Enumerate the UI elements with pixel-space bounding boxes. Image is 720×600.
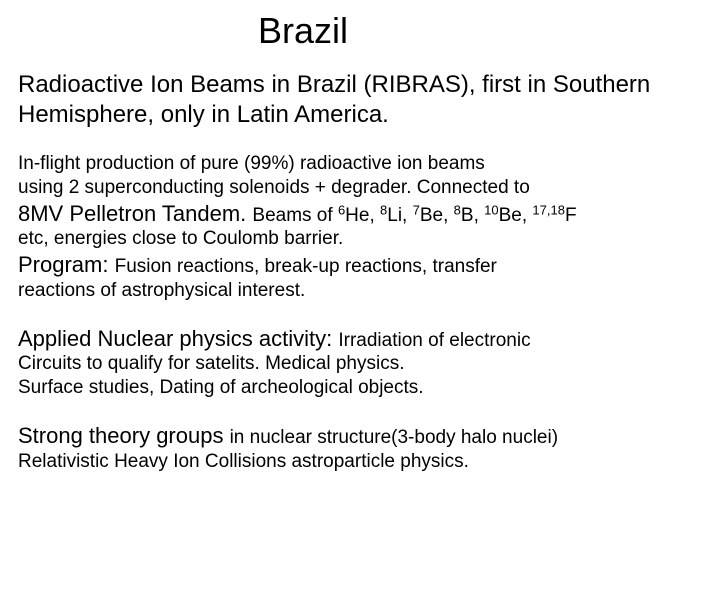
- intro-line1: Radioactive Ion Beams in Brazil (RIBRAS)…: [18, 71, 650, 98]
- desc-l3b: Beams of: [252, 205, 338, 226]
- desc-f: F: [565, 205, 577, 226]
- desc-he: He,: [345, 205, 380, 226]
- desc-l2: using 2 superconducting solenoids + degr…: [18, 177, 530, 198]
- desc-l3a: 8MV Pelletron Tandem.: [18, 201, 252, 226]
- applied-label: Applied Nuclear physics activity:: [18, 326, 338, 351]
- intro-line2: Hemisphere, only in Latin America.: [18, 101, 389, 128]
- intro-paragraph: Radioactive Ion Beams in Brazil (RIBRAS)…: [18, 70, 702, 130]
- sup-7: 7: [413, 202, 420, 217]
- page-title: Brazil: [18, 10, 702, 52]
- applied-l3: Surface studies, Dating of archeological…: [18, 377, 424, 398]
- theory-l2: Relativistic Heavy Ion Collisions astrop…: [18, 451, 469, 472]
- theory-text1: in nuclear structure(3-body halo nuclei): [230, 427, 558, 448]
- desc-b: B,: [461, 205, 484, 226]
- theory-label: Strong theory groups: [18, 423, 230, 448]
- program-label: Program:: [18, 252, 115, 277]
- applied-text1: Irradiation of electronic: [338, 330, 530, 351]
- applied-paragraph: Applied Nuclear physics activity: Irradi…: [18, 325, 702, 400]
- sup-1718: 17,18: [532, 202, 565, 217]
- desc-l1: In-flight production of pure (99%) radio…: [18, 153, 485, 174]
- slide-content: Brazil Radioactive Ion Beams in Brazil (…: [0, 0, 720, 473]
- description-paragraph: In-flight production of pure (99%) radio…: [18, 152, 702, 303]
- desc-be1: Be,: [420, 205, 454, 226]
- sup-10: 10: [484, 202, 498, 217]
- program-text: Fusion reactions, break-up reactions, tr…: [115, 256, 497, 277]
- desc-li: Li,: [387, 205, 412, 226]
- program-l2: reactions of astrophysical interest.: [18, 280, 305, 301]
- theory-paragraph: Strong theory groups in nuclear structur…: [18, 422, 702, 474]
- sup-8b: 8: [454, 202, 461, 217]
- applied-l2: Circuits to qualify for satelits. Medica…: [18, 353, 404, 374]
- desc-l4: etc, energies close to Coulomb barrier.: [18, 228, 343, 249]
- desc-be2: Be,: [499, 205, 533, 226]
